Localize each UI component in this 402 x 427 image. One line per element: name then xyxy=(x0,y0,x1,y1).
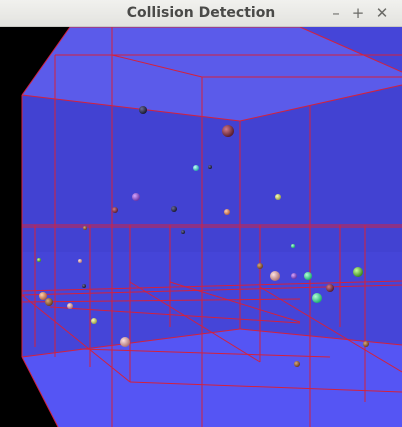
sphere[interactable] xyxy=(363,341,369,347)
sphere[interactable] xyxy=(224,209,230,215)
window-title: Collision Detection xyxy=(126,5,276,21)
sphere[interactable] xyxy=(304,272,312,280)
sphere[interactable] xyxy=(39,292,47,300)
close-button[interactable]: ✕ xyxy=(375,4,389,22)
sphere[interactable] xyxy=(193,165,199,171)
sphere[interactable] xyxy=(275,194,281,200)
sphere[interactable] xyxy=(171,206,177,212)
sphere[interactable] xyxy=(294,361,300,367)
sphere[interactable] xyxy=(132,193,140,201)
sphere[interactable] xyxy=(78,259,82,263)
sphere[interactable] xyxy=(270,271,280,281)
sphere[interactable] xyxy=(37,258,41,262)
sphere[interactable] xyxy=(208,165,212,169)
ceiling xyxy=(22,27,402,121)
sphere[interactable] xyxy=(139,106,147,114)
floor xyxy=(22,329,402,427)
sphere[interactable] xyxy=(91,318,97,324)
sphere[interactable] xyxy=(45,298,53,306)
sphere-group xyxy=(37,106,369,367)
sphere[interactable] xyxy=(222,125,234,137)
sphere[interactable] xyxy=(112,207,118,213)
scene-canvas[interactable] xyxy=(0,27,402,427)
title-bar[interactable]: Collision Detection – + ✕ xyxy=(0,0,402,27)
sphere[interactable] xyxy=(257,263,263,269)
sphere[interactable] xyxy=(181,230,185,234)
sphere[interactable] xyxy=(83,226,87,230)
maximize-button[interactable]: + xyxy=(351,4,365,22)
sphere[interactable] xyxy=(82,284,86,288)
minimize-button[interactable]: – xyxy=(332,4,340,22)
sphere[interactable] xyxy=(291,244,295,248)
sphere[interactable] xyxy=(120,337,130,347)
sphere[interactable] xyxy=(291,273,297,279)
3d-viewport[interactable] xyxy=(0,27,402,427)
sphere[interactable] xyxy=(353,267,363,277)
sphere[interactable] xyxy=(67,303,73,309)
sphere[interactable] xyxy=(312,293,322,303)
collision-grid xyxy=(21,27,402,427)
sphere[interactable] xyxy=(326,284,334,292)
left-void xyxy=(0,27,70,427)
